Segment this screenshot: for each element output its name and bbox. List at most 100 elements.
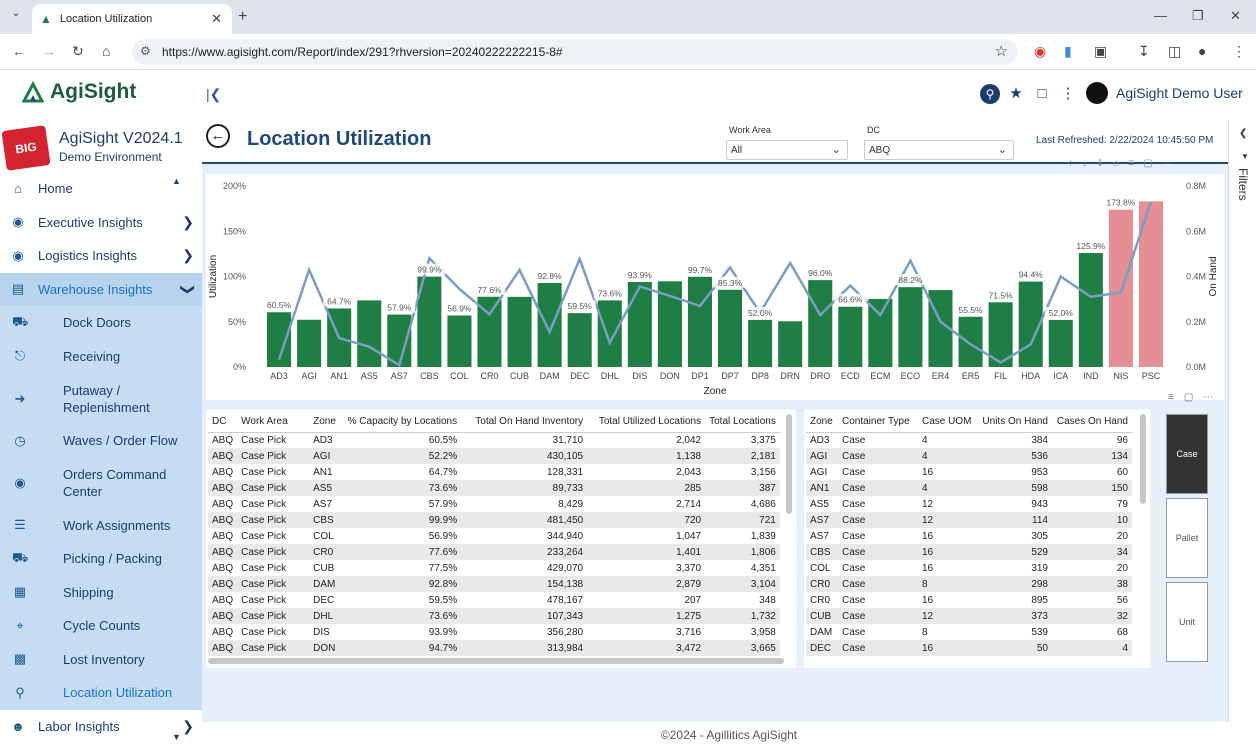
table-row[interactable]: ABQ Case Pick AD3 60.5% 31,710 2,042 3,375: [208, 432, 780, 448]
sidebar-item-orders-command[interactable]: ◉ Orders Command Center: [0, 458, 202, 509]
table-row[interactable]: ABQ Case Pick COL 56.9% 344,940 1,047 1,839: [208, 528, 780, 544]
bookmark-star-icon[interactable]: ☆: [994, 43, 1008, 60]
table-row[interactable]: ABQ Case Pick DHL 73.6% 107,343 1,275 1,732: [208, 608, 780, 624]
sidebar-scroll-down-icon[interactable]: ▼: [172, 732, 181, 742]
table-row[interactable]: ABQ Case Pick DEC 59.5% 478,167 207 348: [208, 592, 780, 608]
profile-icon[interactable]: ●: [1198, 43, 1207, 59]
browser-menu-icon[interactable]: ⋮: [1232, 43, 1246, 59]
table-row[interactable]: AN1 Case 4 598 150: [806, 480, 1132, 496]
column-header[interactable]: Total Utilized Locations: [587, 412, 706, 433]
browser-tab[interactable]: ▲ Location Utilization ✕: [32, 4, 232, 34]
column-header[interactable]: Cases On Hand: [1052, 412, 1132, 433]
column-header[interactable]: Case UOM: [918, 412, 976, 433]
address-bar[interactable]: ⚙ https://www.agisight.com/Report/index/…: [132, 39, 1018, 65]
sidebar-item-labor-insights[interactable]: ☻ Labor Insights ❯: [0, 710, 202, 744]
table-row[interactable]: CBS Case 16 529 34: [806, 544, 1132, 560]
table-row[interactable]: AS5 Case 12 943 79: [806, 496, 1132, 512]
extensions-puzzle-icon[interactable]: ▣: [1094, 43, 1108, 59]
table-row[interactable]: ABQ Case Pick CBS 99.9% 481,450 720 721: [208, 512, 780, 528]
column-header[interactable]: DC: [208, 412, 238, 433]
tab-search-icon[interactable]: ⌄: [11, 8, 21, 19]
column-header[interactable]: Zone: [309, 412, 342, 433]
site-info-icon[interactable]: ⚙: [140, 44, 151, 58]
table-row[interactable]: AGI Case 4 536 134: [806, 448, 1132, 464]
table-row[interactable]: COL Case 16 319 20: [806, 560, 1132, 576]
table-row[interactable]: DAM Case 8 539 68: [806, 624, 1132, 640]
home-browser-icon[interactable]: ⌂: [102, 43, 111, 59]
slicer-case-button[interactable]: Case: [1166, 414, 1208, 494]
visual-header-icons[interactable]: ↑↓⇓⌂≡▢⋯: [1068, 158, 1181, 169]
sidebar-item-warehouse-insights[interactable]: ▤ Warehouse Insights ❯: [0, 272, 202, 306]
table-vertical-scrollbar[interactable]: [786, 414, 792, 514]
new-tab-icon[interactable]: +: [238, 8, 248, 25]
sidebar-item-shipping[interactable]: ▦ Shipping: [0, 576, 202, 610]
table-row[interactable]: AS7 Case 16 305 20: [806, 528, 1132, 544]
minimize-icon[interactable]: —: [1154, 8, 1167, 23]
column-header[interactable]: Zone: [806, 412, 838, 433]
column-header[interactable]: % Capacity by Locations: [341, 412, 462, 433]
table-row[interactable]: ABQ Case Pick CUB 77.5% 429,070 3,370 4,351: [208, 560, 780, 576]
more-options-icon[interactable]: ⋮: [1060, 85, 1076, 102]
slicer-pallet-button[interactable]: Pallet: [1166, 498, 1208, 578]
close-tab-icon[interactable]: ✕: [211, 11, 222, 26]
table-row[interactable]: CUB Case 12 373 32: [806, 608, 1132, 624]
extension-icon[interactable]: ▮: [1064, 43, 1072, 59]
column-header[interactable]: Total Locations: [705, 412, 780, 433]
back-icon[interactable]: ←: [12, 43, 26, 59]
sidebar-item-putaway[interactable]: ➜ Putaway / Replenishment: [0, 373, 202, 424]
table-row[interactable]: CR0 Case 8 298 38: [806, 576, 1132, 592]
table-row[interactable]: ABQ Case Pick DON 94.7% 313,984 3,472 3,665: [208, 640, 780, 656]
bookmark-icon[interactable]: □: [1037, 85, 1047, 102]
work-area-dropdown[interactable]: All ⌄: [726, 140, 848, 160]
sidebar-item-lost-inventory[interactable]: ▩ Lost Inventory: [0, 643, 202, 677]
close-window-icon[interactable]: ✕: [1230, 8, 1241, 23]
table-row[interactable]: ABQ Case Pick DAM 92.8% 154,138 2,879 3,104: [208, 576, 780, 592]
back-arrow-icon[interactable]: ←: [206, 124, 230, 148]
agisight-logo[interactable]: AgiSight: [22, 80, 136, 104]
sidebar-scroll-up-icon[interactable]: ▲: [172, 176, 181, 186]
table-row[interactable]: ABQ Case Pick AS7 57.9% 8,429 2,714 4,686: [208, 496, 780, 512]
sidebar-item-picking-packing[interactable]: ⛟ Picking / Packing: [0, 542, 202, 576]
sidebar-item-work-assignments[interactable]: ☰ Work Assignments: [0, 509, 202, 543]
sidebar-item-receiving[interactable]: ⎋ Receiving: [0, 340, 202, 374]
sidebar-item-dock-doors[interactable]: ⛟ Dock Doors: [0, 306, 202, 340]
table-row[interactable]: ABQ Case Pick CR0 77.6% 233,264 1,401 1,806: [208, 544, 780, 560]
user-menu[interactable]: AgiSight Demo User: [1086, 82, 1243, 104]
favorite-star-icon[interactable]: ★: [1009, 85, 1023, 102]
table-horizontal-scrollbar[interactable]: [208, 658, 784, 664]
sidebar-item-cycle-counts[interactable]: ⌖ Cycle Counts: [0, 609, 202, 643]
extension-icon[interactable]: ◉: [1034, 43, 1047, 59]
table-row[interactable]: ABQ Case Pick DIS 93.9% 356,280 3,716 3,958: [208, 624, 780, 640]
sidebar-item-logistics-insights[interactable]: ◉ Logistics Insights ❯: [0, 239, 202, 273]
collapse-sidebar-icon[interactable]: |❮: [206, 86, 222, 102]
column-header[interactable]: Container Type: [838, 412, 918, 433]
table-row[interactable]: DEC Case 16 50 4: [806, 640, 1132, 656]
sidepanel-icon[interactable]: ◫: [1168, 43, 1182, 59]
container-table[interactable]: Zone Container Type Case UOM Units On Hand C…: [804, 410, 1150, 668]
column-header[interactable]: Total On Hand Inventory: [461, 412, 588, 433]
dc-dropdown[interactable]: ABQ ⌄: [864, 140, 1014, 160]
table-row[interactable]: ABQ Case Pick AN1 64.7% 128,331 2,043 3,156: [208, 464, 780, 480]
location-table[interactable]: DC Work Area Zone% Capacity by Locations To…: [206, 410, 796, 668]
column-header[interactable]: Units On Hand: [976, 412, 1052, 433]
filters-pane[interactable]: ❮ ▼ Filters: [1228, 120, 1256, 722]
table-row[interactable]: AS7 Case 12 114 10: [806, 512, 1132, 528]
table-row[interactable]: AGI Case 16 953 60: [806, 464, 1132, 480]
table-row[interactable]: CR0 Case 16 895 56: [806, 592, 1132, 608]
download-icon[interactable]: ↧: [1138, 43, 1150, 59]
table-vertical-scrollbar[interactable]: [1140, 414, 1146, 504]
expand-filters-icon[interactable]: ❮: [1239, 128, 1248, 139]
forward-icon[interactable]: →: [42, 43, 56, 59]
sidebar-item-home[interactable]: ⌂ Home: [0, 172, 202, 206]
table-row[interactable]: ABQ Case Pick AS5 73.6% 89,733 285 387: [208, 480, 780, 496]
slicer-unit-button[interactable]: Unit: [1166, 582, 1208, 662]
sidebar-item-location-utilization[interactable]: ⚲ Location Utilization: [0, 676, 202, 710]
slicer-header-icons[interactable]: ≡▢⋯: [1168, 392, 1224, 403]
reload-icon[interactable]: ↻: [72, 43, 84, 59]
column-header[interactable]: Work Area: [237, 412, 310, 433]
restore-icon[interactable]: ❐: [1192, 8, 1204, 23]
sidebar-item-executive-insights[interactable]: ◉ Executive Insights ❯: [0, 206, 202, 240]
table-row[interactable]: ABQ Case Pick AGI 52.2% 430,105 1,138 2,181: [208, 448, 780, 464]
search-icon[interactable]: ⚲: [980, 84, 1000, 104]
sidebar-item-waves[interactable]: ◷ Waves / Order Flow: [0, 424, 202, 458]
